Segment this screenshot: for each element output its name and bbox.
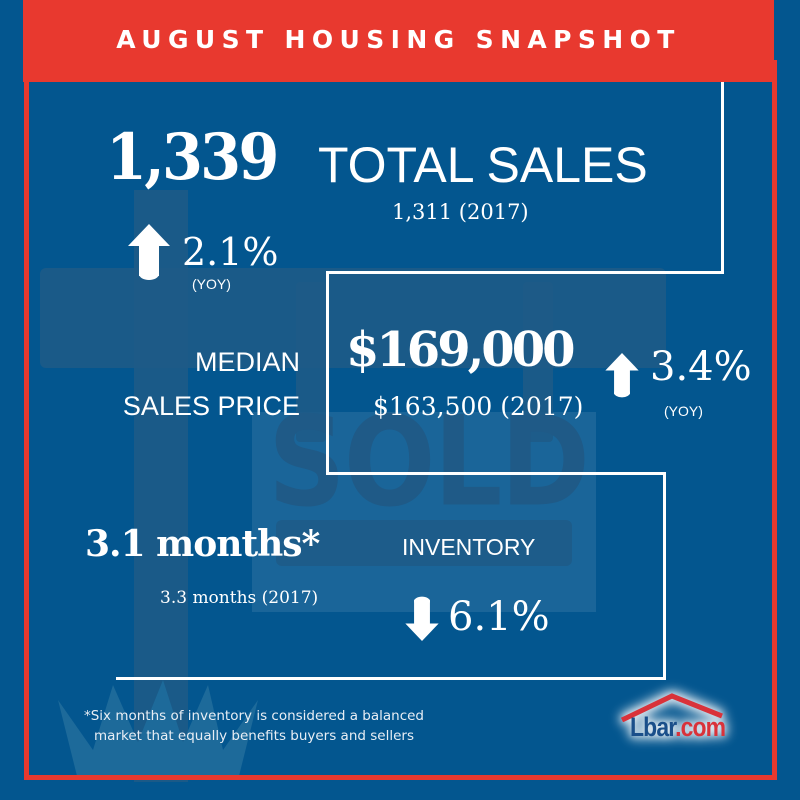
footnote-line2: market that equally benefits buyers and … [94,728,414,744]
inventory-change: 6.1% [448,594,550,640]
sign-board [252,412,596,612]
median-label-line1: MEDIAN [194,347,300,377]
median-price-change-note: (YOY) [664,403,703,419]
median-price-previous: $163,500 (2017) [373,392,584,421]
median-label-line2: SALES PRICE [122,391,300,421]
sign-hook-left [296,282,326,442]
sold-watermark-text: SOLD [268,390,590,535]
arrow-up-icon [605,353,639,398]
median-price-label: MEDIAN SALES PRICE [90,340,300,428]
logo-part2: .com [675,712,726,742]
lbar-logo[interactable]: Lbar.com [620,692,750,752]
logo-part1: Lbar [630,712,676,742]
red-frame [24,60,777,780]
logo-text: Lbar.com [630,712,726,743]
footnote-line1: *Six months of inventory is considered a… [83,708,424,724]
total-sales-change: 2.1% [182,230,279,274]
arrow-up-icon [128,224,170,280]
median-price-change: 3.4% [650,344,752,390]
sign-lower-bar [276,520,572,566]
inventory-label: INVENTORY [402,534,536,560]
median-price-value: $169,000 [346,322,575,378]
arrow-down-icon [405,596,439,641]
page-title: AUGUST HOUSING SNAPSHOT [116,24,681,54]
total-sales-value: 1,339 [106,120,279,195]
sign-hook-right [523,282,553,442]
header-banner: AUGUST HOUSING SNAPSHOT [23,0,774,82]
inventory-previous: 3.3 months (2017) [160,588,319,608]
inventory-value: 3.1 months* [85,523,320,565]
sign-crossbar [40,268,666,368]
total-sales-previous: 1,311 (2017) [392,200,529,224]
footnote: *Six months of inventory is considered a… [54,706,454,746]
grass-icon [58,680,258,780]
total-sales-label: TOTAL SALES [318,137,648,193]
total-sales-change-note: (YOY) [192,276,231,292]
house-roof-icon [620,693,723,722]
